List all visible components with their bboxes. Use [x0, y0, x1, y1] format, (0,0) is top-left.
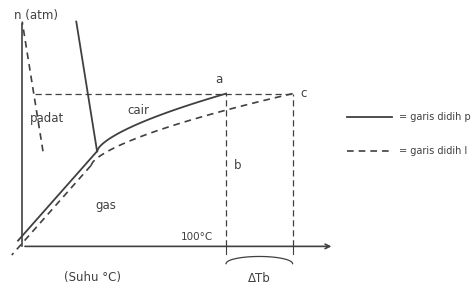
Text: a: a: [215, 72, 222, 86]
Text: ΔTb: ΔTb: [248, 272, 271, 285]
Text: = garis didih p: = garis didih p: [399, 112, 470, 122]
Text: gas: gas: [95, 199, 116, 212]
Text: (Suhu °C): (Suhu °C): [64, 271, 121, 284]
Text: padat: padat: [30, 112, 64, 125]
Text: c: c: [300, 87, 307, 100]
Text: n (atm): n (atm): [14, 8, 58, 22]
Text: b: b: [234, 159, 241, 172]
Text: 100°C: 100°C: [181, 232, 214, 242]
Text: cair: cair: [128, 104, 150, 117]
Text: = garis didih l: = garis didih l: [399, 146, 467, 156]
